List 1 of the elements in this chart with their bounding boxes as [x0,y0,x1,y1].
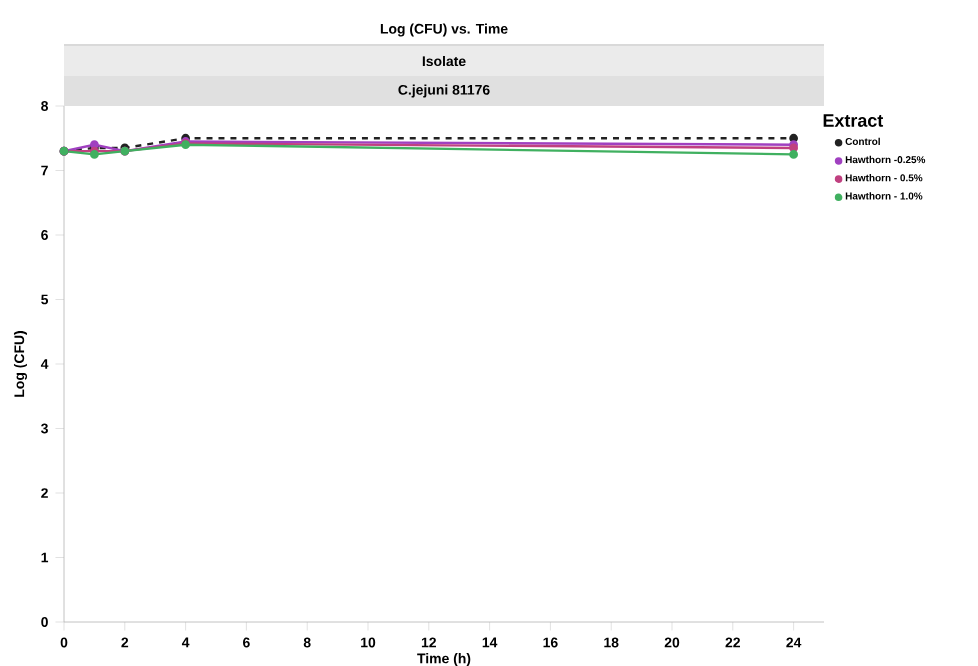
legend-title: Extract [823,114,884,127]
